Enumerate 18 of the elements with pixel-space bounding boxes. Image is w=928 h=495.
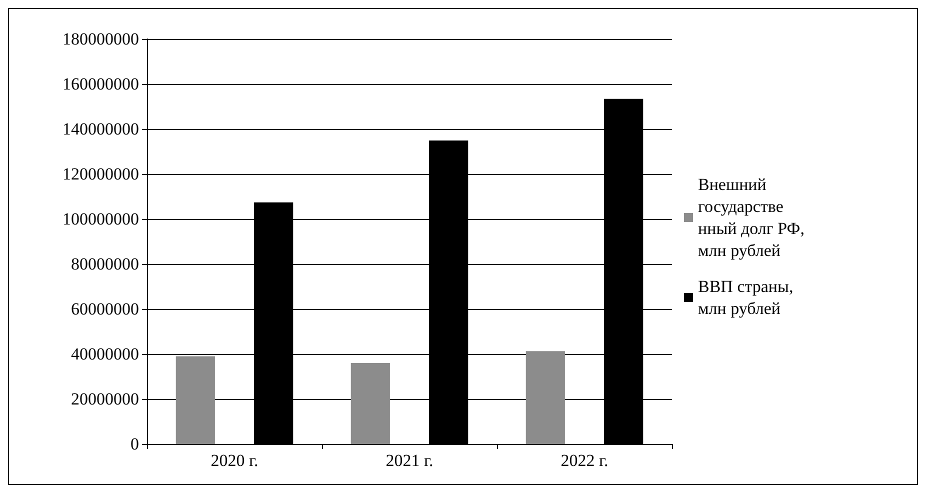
y-tick-label: 60000000 (71, 300, 139, 318)
y-tick-label: 120000000 (62, 164, 139, 184)
y-tick-label: 20000000 (71, 390, 139, 408)
y-tick-label: 140000000 (62, 120, 139, 138)
bar (350, 363, 390, 444)
y-tick-label: 180000000 (62, 30, 139, 48)
bar (176, 356, 215, 444)
legend-label: ВВП страны, млн рублей (698, 277, 798, 318)
x-tick-label: 2020 г. (210, 451, 258, 470)
x-tick-label: 2021 г. (386, 451, 434, 470)
y-tick-label: 100000000 (62, 210, 139, 228)
y-tick-label: 40000000 (71, 344, 139, 364)
bar (526, 351, 565, 444)
legend-label: Внешний государственный долг РФ, млн рублей (698, 175, 809, 260)
x-tick-label: 2022 г. (560, 451, 608, 470)
y-tick-label: 160000000 (62, 74, 139, 94)
y-tick-label: 80000000 (71, 254, 139, 274)
y-tick-label: 0 (130, 434, 139, 454)
